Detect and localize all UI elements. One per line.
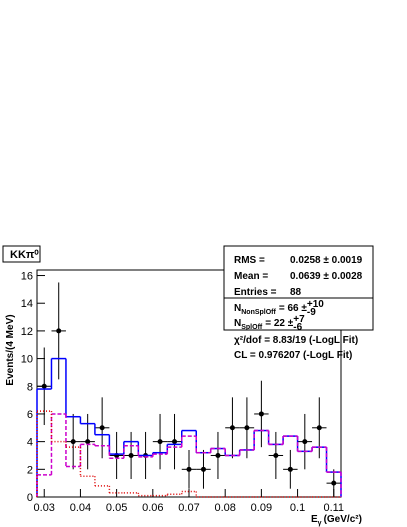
stats-box (223, 245, 374, 299)
data-point (56, 328, 62, 334)
data-point (186, 466, 192, 472)
yield-line: NSplOff = 22 ± (234, 318, 294, 331)
yield-sub: SplOff (241, 324, 263, 331)
x-tick-label: 0.03 (34, 502, 55, 514)
y-tick-label: 14 (21, 298, 33, 310)
y-tick-label: 4 (27, 437, 33, 449)
data-point (215, 452, 221, 458)
x-tick-label: 0.1 (290, 502, 305, 514)
stat-value: 0.0639 ± 0.0028 (290, 271, 363, 282)
y-tick-label: 0 (27, 492, 33, 504)
x-tick-label: 0.04 (70, 502, 91, 514)
data-point (172, 439, 178, 445)
y-tick-label: 10 (21, 354, 33, 366)
yield-sub: NonSplOff (241, 309, 276, 316)
data-point (302, 439, 308, 445)
x-label-sub: γ (318, 520, 322, 527)
y-tick-label: 2 (27, 464, 33, 476)
y-tick-label: 8 (27, 381, 33, 393)
yield-down: -9 (307, 307, 316, 318)
chart-title: KKπ⁰ (10, 249, 39, 261)
yield-value: = 22 ± (265, 318, 294, 329)
yield-up: +10 (307, 299, 324, 310)
yield-symbol: N (234, 318, 241, 329)
data-point (273, 452, 279, 458)
x-tick-label: 0.06 (142, 502, 163, 514)
yield-symbol: N (234, 303, 241, 314)
stat-label: Entries = (234, 287, 277, 298)
data-point (200, 466, 206, 472)
x-label-symbol: E (311, 514, 318, 525)
x-tick-label: 0.07 (178, 502, 199, 514)
data-point (157, 439, 163, 445)
x-label-unit: (GeV/c²) (324, 514, 362, 525)
x-axis-label: Eγ (GeV/c²) (311, 514, 362, 527)
stat-value: 0.0258 ± 0.0019 (290, 255, 363, 266)
data-point (85, 439, 91, 445)
x-tick-label: 0.09 (251, 502, 272, 514)
data-point (229, 425, 235, 431)
x-tick-label: 0.05 (106, 502, 127, 514)
data-point (258, 411, 264, 417)
data-point (99, 425, 105, 431)
stats-text: RMS = 0.0258 ± 0.0019 Mean = 0.0639 ± 0.002… (234, 255, 363, 361)
data-point (70, 439, 76, 445)
data-point (128, 452, 134, 458)
x-tick-label: 0.11 (323, 502, 344, 514)
yield-up: +7 (293, 314, 305, 325)
fit-info: CL = 0.976207 (-LogL Fit) (234, 350, 352, 361)
stat-label: RMS = (234, 255, 265, 266)
stat-value: 88 (290, 287, 302, 298)
yield-value: = 66 ± (279, 303, 308, 314)
data-point (41, 383, 47, 389)
yield-down: -6 (293, 322, 302, 333)
y-tick-label: 12 (21, 326, 33, 338)
title-box (2, 245, 41, 263)
x-tick-label: 0.08 (214, 502, 235, 514)
y-tick-label: 6 (27, 409, 33, 421)
y-tick-label: 16 (21, 271, 33, 283)
fit-info: χ²/dof = 8.83/19 (-LogL Fit) (234, 335, 358, 346)
yield-line: NNonSplOff = 66 ± (234, 303, 307, 316)
data-point (331, 480, 337, 486)
data-point (244, 425, 250, 431)
data-point (316, 425, 322, 431)
data-point (287, 466, 293, 472)
yields-box (223, 297, 374, 331)
stat-label: Mean = (234, 271, 268, 282)
y-axis-label: Events/(4 MeV) (5, 314, 16, 385)
